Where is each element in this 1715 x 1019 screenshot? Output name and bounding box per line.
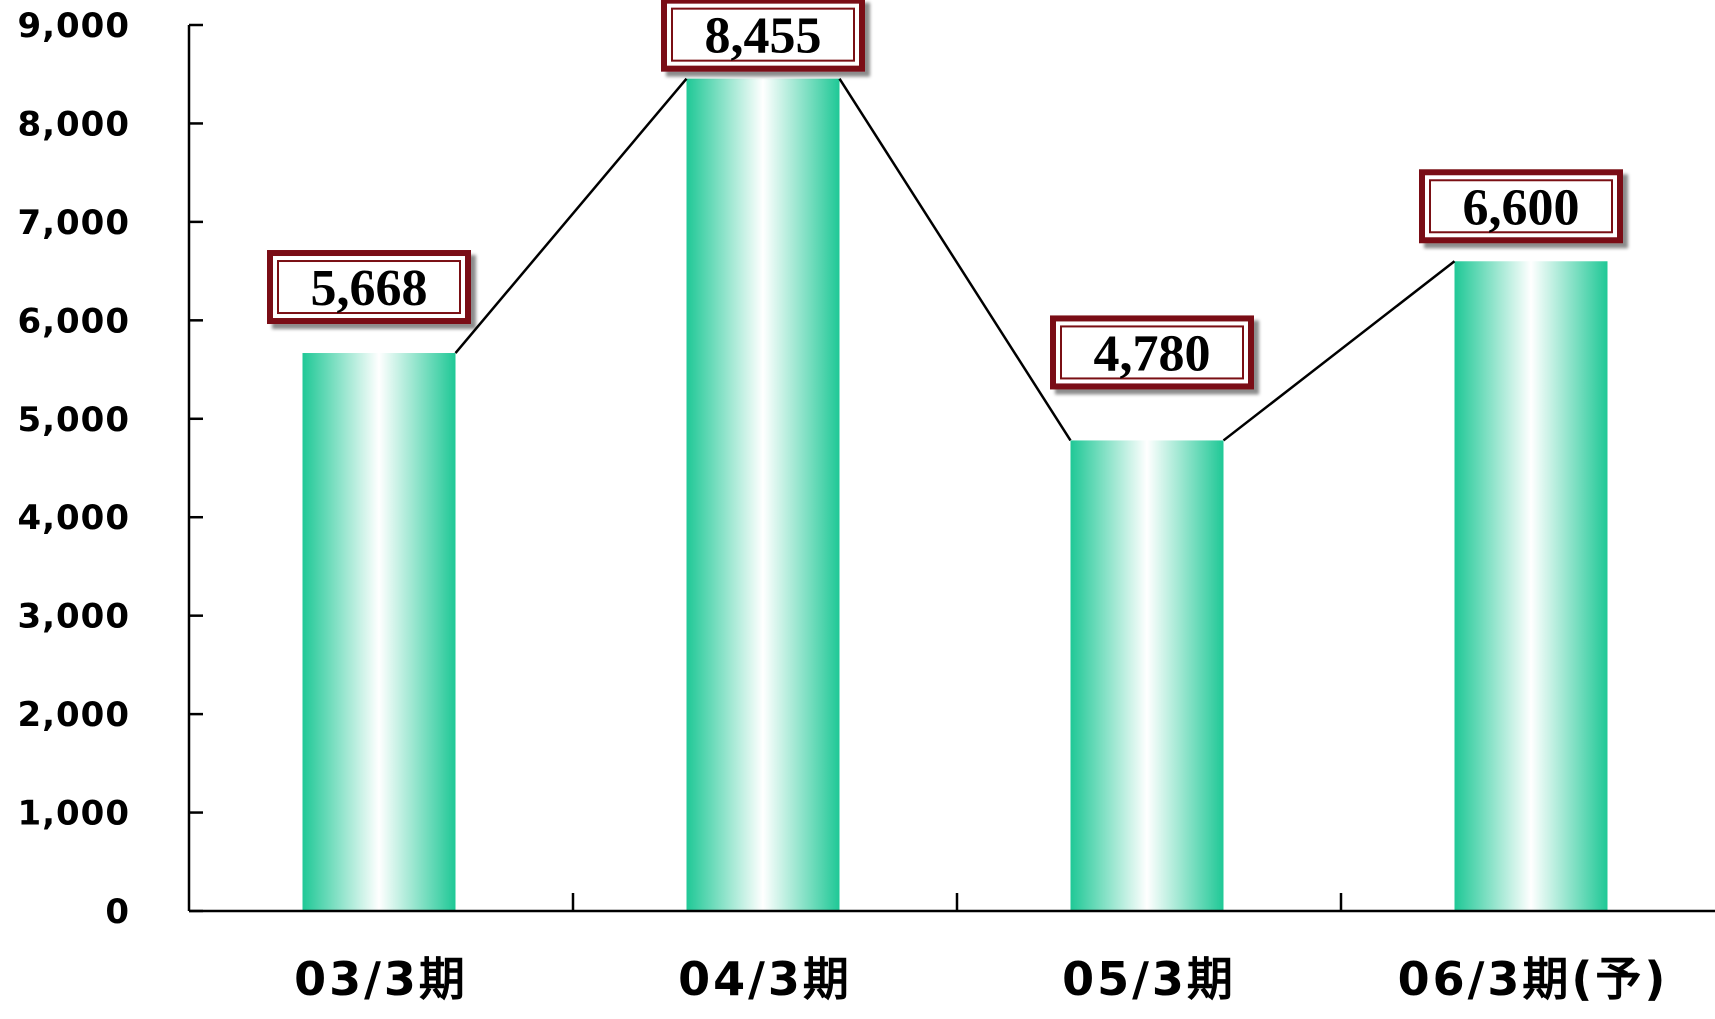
data-labels-group: 5,668 8,455 4,780 6,600 — [267, 0, 1623, 390]
bars-group — [302, 78, 1608, 912]
y-axis-tick-labels: 0 1,000 2,000 3,000 4,000 5,000 6,000 7,000 8,00… — [17, 6, 130, 932]
y-tick-label: 0 — [105, 892, 130, 932]
y-tick-label: 1,000 — [17, 794, 130, 834]
bar — [686, 78, 840, 911]
x-tick-label: 05/3期 — [1062, 952, 1236, 1006]
y-tick-label: 9,000 — [17, 6, 130, 46]
data-label-box — [1419, 169, 1623, 244]
data-label-box — [267, 250, 471, 325]
y-tick-label: 8,000 — [17, 104, 130, 144]
y-tick-label: 4,000 — [17, 498, 130, 538]
x-tick-label: 06/3期(予) — [1398, 952, 1669, 1006]
y-tick-label: 2,000 — [17, 695, 130, 735]
data-label-box — [1050, 315, 1254, 390]
data-label: 6,600 — [1419, 169, 1623, 244]
data-label: 4,780 — [1050, 315, 1254, 390]
data-label-text: 5,668 — [311, 260, 428, 317]
data-label-box-inner — [1429, 179, 1613, 234]
y-tick-label: 3,000 — [17, 597, 130, 637]
data-label-text: 8,455 — [705, 8, 822, 65]
data-label-box-inner — [671, 7, 855, 62]
x-tick-label: 03/3期 — [294, 952, 468, 1006]
x-axis-tick-labels: 03/3期 04/3期 05/3期 06/3期(予) — [294, 952, 1669, 1006]
axes-group — [187, 23, 1715, 913]
data-label: 5,668 — [267, 250, 471, 325]
x-tick-label: 04/3期 — [678, 952, 852, 1006]
bar — [1454, 261, 1608, 911]
connector-line — [454, 77, 1456, 442]
data-label-box — [661, 0, 865, 72]
connector-line-group — [454, 77, 1456, 442]
data-label-text: 6,600 — [1463, 179, 1580, 236]
y-tick-label: 7,000 — [17, 203, 130, 243]
y-tick-label: 5,000 — [17, 400, 130, 440]
y-tick-label: 6,000 — [17, 301, 130, 341]
bar — [302, 353, 456, 912]
bar — [1070, 440, 1224, 911]
data-label-box-inner — [277, 260, 461, 315]
data-label-box-inner — [1060, 325, 1244, 380]
data-label: 8,455 — [661, 0, 865, 72]
data-label-text: 4,780 — [1094, 325, 1211, 382]
